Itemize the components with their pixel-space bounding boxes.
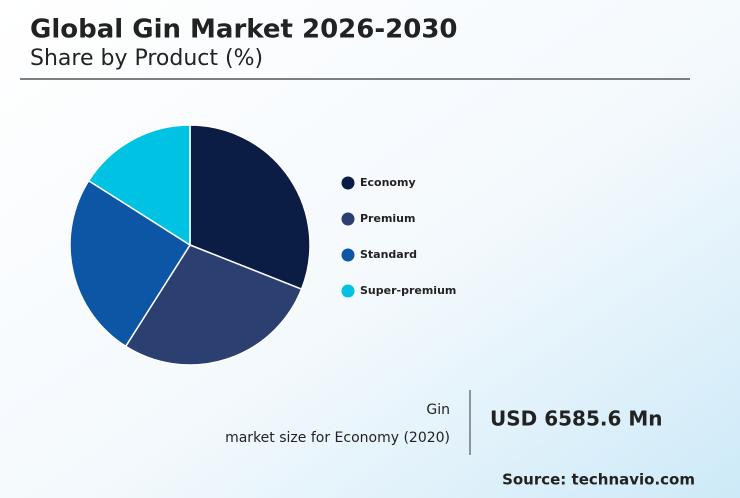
pie-slice [189,124,311,291]
pie-slice [87,124,191,247]
legend-swatch [341,284,355,298]
legend-swatch [341,212,355,226]
chart-subtitle: Share by Product (%) [30,46,263,71]
source: Source: technavio.com [502,471,695,489]
legend: Economy Premium Standard Super-premium [341,176,456,298]
legend-label: Standard [360,248,417,261]
chart-title: Global Gin Market 2026-2030 [30,15,458,45]
callout-line1: Gin [426,402,450,418]
pie [69,124,311,366]
legend-swatch [341,176,355,190]
callout-line2: market size for Economy (2020) [225,430,450,446]
pie-slice [69,179,192,348]
legend-label: Economy [360,176,416,189]
pie-slice [124,244,303,366]
legend-label: Super-premium [360,284,456,297]
callout-value: USD 6585.6 Mn [490,407,663,431]
legend-label: Premium [360,212,415,225]
legend-swatch [341,248,355,262]
